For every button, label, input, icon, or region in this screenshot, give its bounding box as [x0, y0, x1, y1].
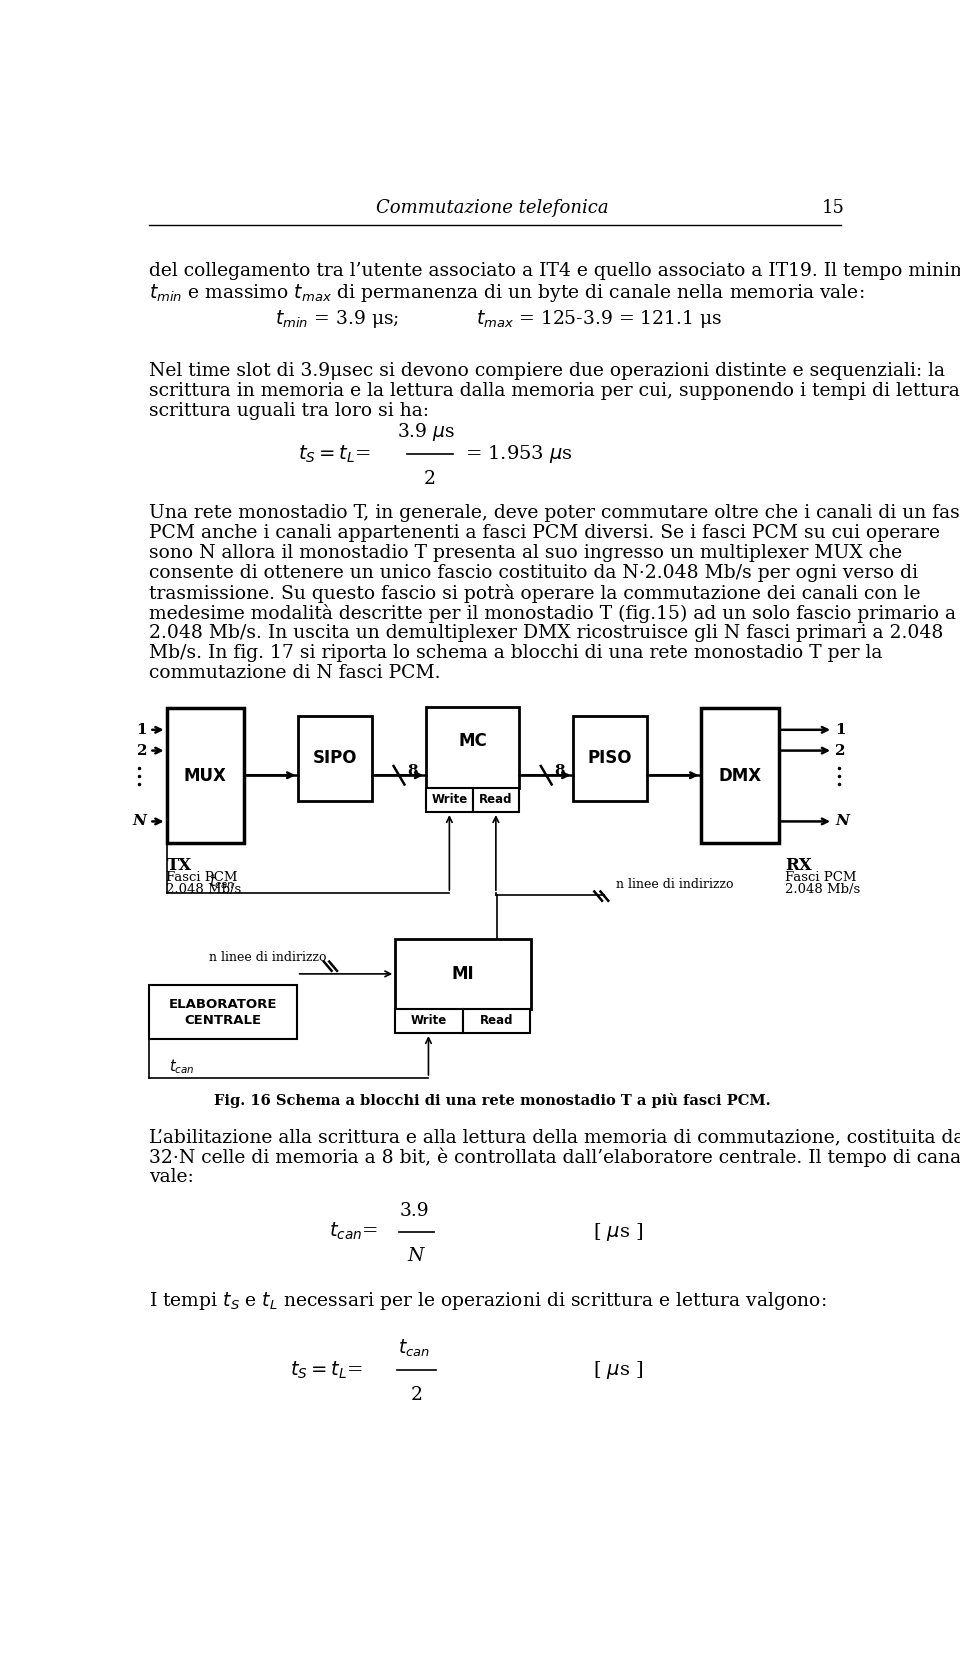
Text: N: N — [408, 1247, 424, 1265]
Text: 1: 1 — [136, 723, 147, 737]
Text: 32·N celle di memoria a 8 bit, è controllata dall’elaboratore centrale. Il tempo: 32·N celle di memoria a 8 bit, è control… — [150, 1149, 960, 1167]
Text: 2: 2 — [835, 743, 846, 757]
Text: 8: 8 — [407, 765, 418, 778]
Text: 2.048 Mb/s: 2.048 Mb/s — [785, 884, 860, 897]
Text: 8: 8 — [554, 765, 564, 778]
Text: 2: 2 — [424, 470, 436, 487]
Text: 3.9: 3.9 — [399, 1202, 429, 1220]
Text: Write: Write — [410, 1014, 446, 1027]
Text: $t_{can}$: $t_{can}$ — [209, 872, 234, 890]
Text: n linee di indirizzo: n linee di indirizzo — [209, 950, 326, 964]
Text: RX: RX — [785, 857, 812, 874]
Bar — [463, 1009, 530, 1034]
Text: commutazione di N fasci PCM.: commutazione di N fasci PCM. — [150, 665, 441, 682]
Text: MUX: MUX — [183, 767, 227, 785]
Bar — [396, 1009, 463, 1034]
Text: ELABORATORE: ELABORATORE — [169, 999, 277, 1012]
Text: 2: 2 — [136, 743, 147, 757]
Text: PCM anche i canali appartenenti a fasci PCM diversi. Se i fasci PCM su cui opera: PCM anche i canali appartenenti a fasci … — [150, 523, 941, 542]
Bar — [150, 985, 297, 1039]
Text: scrittura in memoria e la lettura dalla memoria per cui, supponendo i tempi di l: scrittura in memoria e la lettura dalla … — [150, 382, 960, 400]
Bar — [573, 715, 647, 800]
Text: $t_{max}$ = 125-3.9 = 121.1 μs: $t_{max}$ = 125-3.9 = 121.1 μs — [476, 308, 723, 330]
Text: [ $\mu$s ]: [ $\mu$s ] — [592, 1220, 643, 1244]
Text: 15: 15 — [822, 198, 845, 217]
Text: N: N — [835, 815, 850, 828]
Text: = 1.953 $\mu$s: = 1.953 $\mu$s — [465, 443, 573, 465]
Text: $t_{can}$: $t_{can}$ — [169, 1057, 194, 1075]
Text: Commutazione telefonica: Commutazione telefonica — [375, 198, 609, 217]
Text: 2: 2 — [411, 1385, 422, 1404]
Bar — [472, 787, 519, 812]
Text: Read: Read — [480, 1014, 514, 1027]
Text: 2.048 Mb/s. In uscita un demultiplexer DMX ricostruisce gli N fasci primari a 2.: 2.048 Mb/s. In uscita un demultiplexer D… — [150, 625, 944, 642]
Text: MC: MC — [458, 732, 487, 750]
Bar — [299, 715, 372, 800]
Text: CENTRALE: CENTRALE — [184, 1014, 262, 1027]
Text: Fasci PCM: Fasci PCM — [785, 870, 856, 884]
Text: TX: TX — [166, 857, 192, 874]
Text: $t_{can}$=: $t_{can}$= — [329, 1222, 378, 1242]
Text: 2.048 Mb/s: 2.048 Mb/s — [166, 884, 242, 897]
Text: L’abilitazione alla scrittura e alla lettura della memoria di commutazione, cost: L’abilitazione alla scrittura e alla let… — [150, 1129, 960, 1145]
Text: 1: 1 — [835, 723, 846, 737]
Text: PISO: PISO — [588, 748, 633, 767]
Text: DMX: DMX — [718, 767, 761, 785]
Text: $t_{min}$ e massimo $t_{max}$ di permanenza di un byte di canale nella memoria v: $t_{min}$ e massimo $t_{max}$ di permane… — [150, 282, 865, 303]
Text: $t_{can}$: $t_{can}$ — [398, 1337, 430, 1359]
Bar — [166, 708, 244, 844]
Text: Fig. 16 Schema a blocchi di una rete monostadio T a più fasci PCM.: Fig. 16 Schema a blocchi di una rete mon… — [214, 1094, 770, 1109]
Text: MI: MI — [451, 965, 474, 984]
Text: Read: Read — [479, 793, 513, 807]
Text: N: N — [132, 815, 146, 828]
Bar — [701, 708, 779, 844]
Text: consente di ottenere un unico fascio costituito da N·2.048 Mb/s per ogni verso d: consente di ottenere un unico fascio cos… — [150, 563, 919, 582]
Text: scrittura uguali tra loro si ha:: scrittura uguali tra loro si ha: — [150, 402, 429, 420]
Bar — [396, 939, 531, 1009]
Text: [ $\mu$s ]: [ $\mu$s ] — [592, 1360, 643, 1382]
Text: vale:: vale: — [150, 1169, 194, 1185]
Text: $t_{min}$ = 3.9 μs;: $t_{min}$ = 3.9 μs; — [275, 308, 399, 330]
Text: SIPO: SIPO — [313, 748, 357, 767]
Text: Write: Write — [431, 793, 468, 807]
Text: 3.9 $\mu$s: 3.9 $\mu$s — [396, 422, 455, 443]
Text: Una rete monostadio T, in generale, deve poter commutare oltre che i canali di u: Una rete monostadio T, in generale, deve… — [150, 503, 960, 522]
Bar — [426, 707, 519, 787]
Text: n linee di indirizzo: n linee di indirizzo — [616, 877, 733, 890]
Text: trasmissione. Su questo fascio si potrà operare la commutazione dei canali con l: trasmissione. Su questo fascio si potrà … — [150, 583, 921, 603]
Text: I tempi $t_S$ e $t_L$ necessari per le operazioni di scrittura e lettura valgono: I tempi $t_S$ e $t_L$ necessari per le o… — [150, 1290, 827, 1312]
Text: $t_S = t_L$=: $t_S = t_L$= — [291, 1360, 364, 1380]
Text: $t_S = t_L$=: $t_S = t_L$= — [299, 443, 372, 465]
Text: del collegamento tra l’utente associato a IT4 e quello associato a IT19. Il temp: del collegamento tra l’utente associato … — [150, 262, 960, 280]
Text: Fasci PCM: Fasci PCM — [166, 870, 238, 884]
Bar — [426, 787, 472, 812]
Text: Nel time slot di 3.9μsec si devono compiere due operazioni distinte e sequenzial: Nel time slot di 3.9μsec si devono compi… — [150, 362, 946, 380]
Text: sono N allora il monostadio T presenta al suo ingresso un multiplexer MUX che: sono N allora il monostadio T presenta a… — [150, 543, 902, 562]
Text: medesime modalità descritte per il monostadio T (fig.15) ad un solo fascio prima: medesime modalità descritte per il monos… — [150, 605, 956, 623]
Text: Mb/s. In fig. 17 si riporta lo schema a blocchi di una rete monostadio T per la: Mb/s. In fig. 17 si riporta lo schema a … — [150, 645, 883, 662]
